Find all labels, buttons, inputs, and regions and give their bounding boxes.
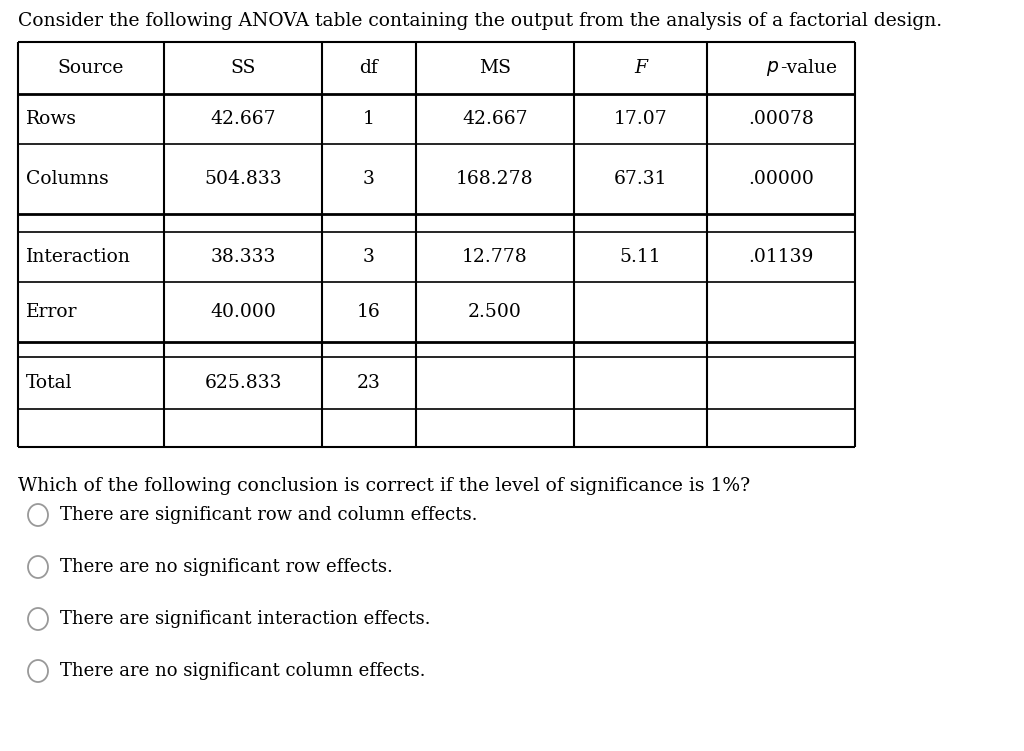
Text: 16: 16 [357,303,381,321]
Text: 42.667: 42.667 [462,110,527,128]
Text: SS: SS [230,59,256,77]
Text: 504.833: 504.833 [204,170,282,188]
Text: Rows: Rows [26,110,77,128]
Text: 23: 23 [357,374,381,392]
Text: Source: Source [57,59,124,77]
Text: .00078: .00078 [749,110,814,128]
Text: 42.667: 42.667 [210,110,275,128]
Text: 67.31: 67.31 [613,170,667,188]
Text: 38.333: 38.333 [210,248,275,266]
Text: Interaction: Interaction [26,248,131,266]
Text: Error: Error [26,303,78,321]
Text: There are significant interaction effects.: There are significant interaction effect… [60,610,430,628]
Text: 40.000: 40.000 [210,303,276,321]
Text: .00000: .00000 [749,170,814,188]
Text: df: df [359,59,378,77]
Text: Columns: Columns [26,170,109,188]
Text: Consider the following ANOVA table containing the output from the analysis of a : Consider the following ANOVA table conta… [18,12,942,30]
Text: Which of the following conclusion is correct if the level of significance is 1%?: Which of the following conclusion is cor… [18,477,751,495]
Text: .01139: .01139 [749,248,814,266]
Text: There are no significant column effects.: There are no significant column effects. [60,662,426,680]
Text: 1: 1 [362,110,375,128]
Text: 3: 3 [362,248,375,266]
Text: F: F [634,59,647,77]
Text: 168.278: 168.278 [456,170,534,188]
Text: 625.833: 625.833 [205,374,282,392]
Text: 12.778: 12.778 [462,248,527,266]
Text: There are no significant row effects.: There are no significant row effects. [60,558,393,576]
Text: $p$: $p$ [766,59,779,77]
Text: 5.11: 5.11 [620,248,662,266]
Text: -value: -value [780,59,837,77]
Text: 17.07: 17.07 [613,110,668,128]
Text: MS: MS [479,59,511,77]
Text: Total: Total [26,374,73,392]
Text: There are significant row and column effects.: There are significant row and column eff… [60,506,477,524]
Text: 3: 3 [362,170,375,188]
Text: 2.500: 2.500 [468,303,521,321]
